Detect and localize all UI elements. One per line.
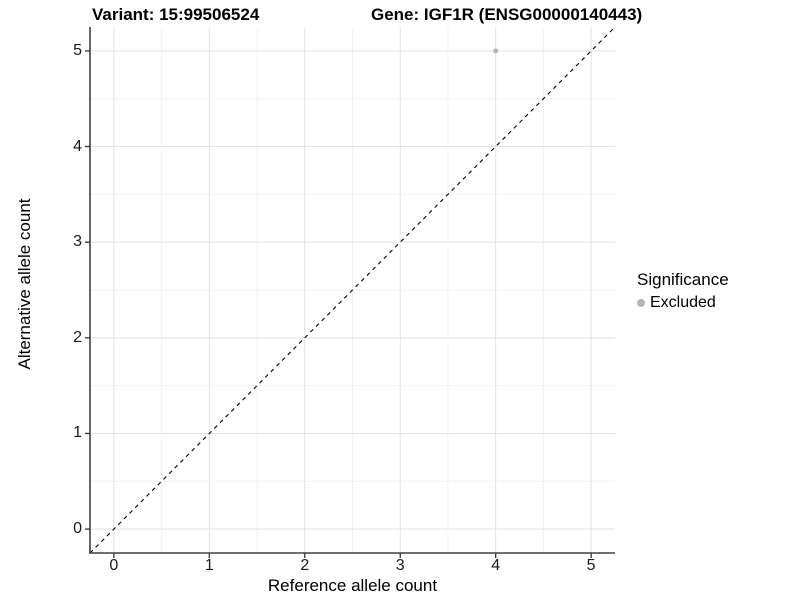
y-tick-label: 1 xyxy=(73,424,82,442)
plot-title-gene: Gene: IGF1R (ENSG00000140443) xyxy=(371,5,643,24)
y-tick-label: 2 xyxy=(73,328,82,346)
legend-point-icon xyxy=(637,299,645,307)
x-tick-label: 1 xyxy=(204,557,214,574)
y-axis-title: Alternative allele count xyxy=(15,198,34,370)
x-tick-label: 3 xyxy=(395,557,405,574)
legend-item-excluded: Excluded xyxy=(637,294,729,312)
x-axis-title: Reference allele count xyxy=(267,576,438,595)
legend-title: Significance xyxy=(637,270,729,289)
y-tick-label: 3 xyxy=(73,233,82,251)
x-tick-label: 0 xyxy=(109,557,119,574)
legend: Significance Excluded xyxy=(637,270,729,312)
identity-line xyxy=(89,26,616,554)
data-point-excluded xyxy=(493,48,499,54)
y-tick-label: 5 xyxy=(73,41,82,59)
y-tick-label: 0 xyxy=(73,520,82,538)
y-tick-label: 4 xyxy=(73,137,82,155)
plot-title-variant: Variant: 15:99506524 xyxy=(92,5,260,24)
x-tick-label: 4 xyxy=(491,557,501,574)
x-tick-label: 2 xyxy=(300,557,310,574)
x-tick-label: 5 xyxy=(586,557,596,574)
legend-item-label: Excluded xyxy=(650,294,716,311)
